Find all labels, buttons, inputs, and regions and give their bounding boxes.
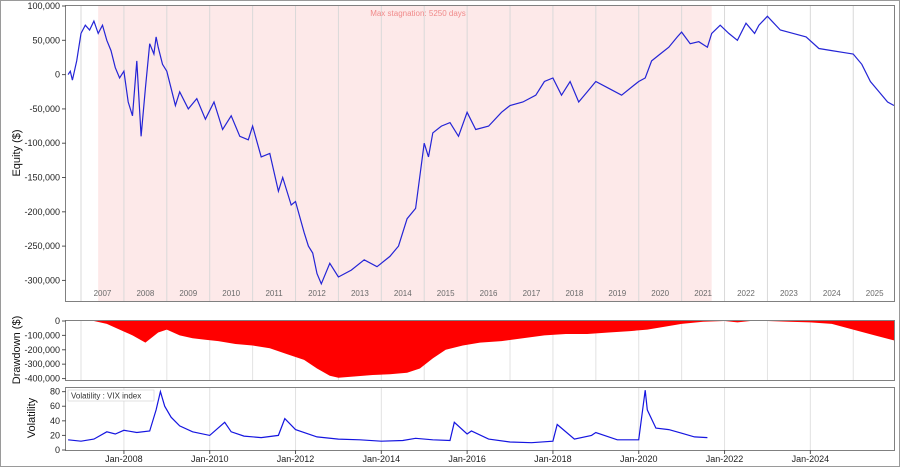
drawdown-y-tick-label: 0 [55, 316, 60, 326]
equity-line [67, 15, 895, 286]
year-labels: 2007 2008 2009 2010 2011 2012 2013 2014 2015 2016… [94, 289, 885, 298]
year-label: 2017 [523, 289, 541, 298]
year-label: 2008 [136, 289, 154, 298]
volatility-legend-box [67, 389, 155, 402]
equity-y-tick-label: -50,000 [29, 104, 60, 114]
x-tick-label: Jan-2010 [191, 454, 229, 464]
year-label: 2016 [480, 289, 498, 298]
x-tick-label: Jan-2008 [105, 454, 143, 464]
year-label: 2011 [265, 289, 283, 298]
drawdown-y-tick-label: -300,000 [24, 359, 60, 369]
x-tick-label: Jan-2016 [448, 454, 486, 464]
drawdown-area [68, 321, 895, 378]
x-tick-label: Jan-2014 [363, 454, 401, 464]
year-label: 2020 [651, 289, 669, 298]
volatility-plot-border [65, 387, 895, 451]
year-label: 2024 [823, 289, 841, 298]
x-tick-label: Jan-2022 [706, 454, 744, 464]
year-label: 2023 [780, 289, 798, 298]
year-label: 2014 [394, 289, 412, 298]
year-label: 2012 [308, 289, 326, 298]
drawdown-plot-border [65, 320, 895, 381]
drawdown-y-ticks: 0 -100,000 -200,000 -300,000 -400,000 [24, 316, 66, 384]
x-tick-label: Jan-2012 [277, 454, 315, 464]
x-tick-label: Jan-2018 [534, 454, 572, 464]
year-label: 2019 [608, 289, 626, 298]
volatility-panel: Volatility : VIX index 0 20 40 60 80 Volatil… [26, 387, 895, 464]
stagnation-annotation: Max stagnation: 5250 days [370, 9, 466, 18]
year-label: 2025 [866, 289, 884, 298]
drawdown-y-tick-label: -200,000 [24, 345, 60, 355]
volatility-y-tick-label: 20 [50, 430, 60, 440]
year-label: 2013 [351, 289, 369, 298]
drawdown-y-axis-label: Drawdown ($) [11, 316, 23, 384]
year-label: 2010 [222, 289, 240, 298]
volatility-y-axis-label: Volatility [26, 397, 38, 438]
volatility-y-tick-label: 40 [50, 416, 60, 426]
volatility-line [68, 389, 708, 444]
equity-gridlines [80, 6, 854, 301]
x-tick-label: Jan-2020 [620, 454, 658, 464]
equity-y-tick-label: 0 [55, 70, 60, 80]
year-label: 2009 [179, 289, 197, 298]
year-label: 2018 [565, 289, 583, 298]
drawdown-y-tick-label: -400,000 [24, 374, 60, 384]
equity-y-tick-label: -100,000 [24, 138, 60, 148]
year-label: 2022 [737, 289, 755, 298]
equity-y-axis-label: Equity ($) [11, 129, 23, 176]
stagnation-band [98, 6, 712, 301]
equity-y-tick-label: 100,000 [27, 1, 60, 11]
volatility-legend: Volatility : VIX index [71, 392, 141, 401]
drawdown-panel: 0 -100,000 -200,000 -300,000 -400,000 Drawdo… [11, 316, 895, 384]
year-label: 2007 [94, 289, 112, 298]
equity-plot-border [65, 5, 895, 302]
volatility-y-tick-label: 60 [50, 401, 60, 411]
x-axis-ticks: Jan-2008 Jan-2010 Jan-2012 Jan-2014 Jan-2016… [105, 450, 829, 464]
equity-y-tick-label: 50,000 [32, 35, 60, 45]
equity-y-tick-label: -200,000 [24, 207, 60, 217]
equity-y-ticks: 100,000 50,000 0 -50,000 -100,000 -150,000 -20… [24, 1, 66, 285]
volatility-y-tick-label: 80 [50, 387, 60, 397]
volatility-y-tick-label: 0 [55, 445, 60, 455]
year-label: 2021 [694, 289, 712, 298]
equity-y-tick-label: -150,000 [24, 173, 60, 183]
volatility-y-ticks: 0 20 40 60 80 [50, 387, 66, 455]
x-tick-label: Jan-2024 [792, 454, 830, 464]
equity-panel: 2007 2008 2009 2010 2011 2012 2013 2014 2015 2016… [11, 1, 895, 302]
equity-y-tick-label: -250,000 [24, 241, 60, 251]
drawdown-y-tick-label: -100,000 [24, 330, 60, 340]
equity-y-tick-label: -300,000 [24, 275, 60, 285]
year-label: 2015 [437, 289, 455, 298]
